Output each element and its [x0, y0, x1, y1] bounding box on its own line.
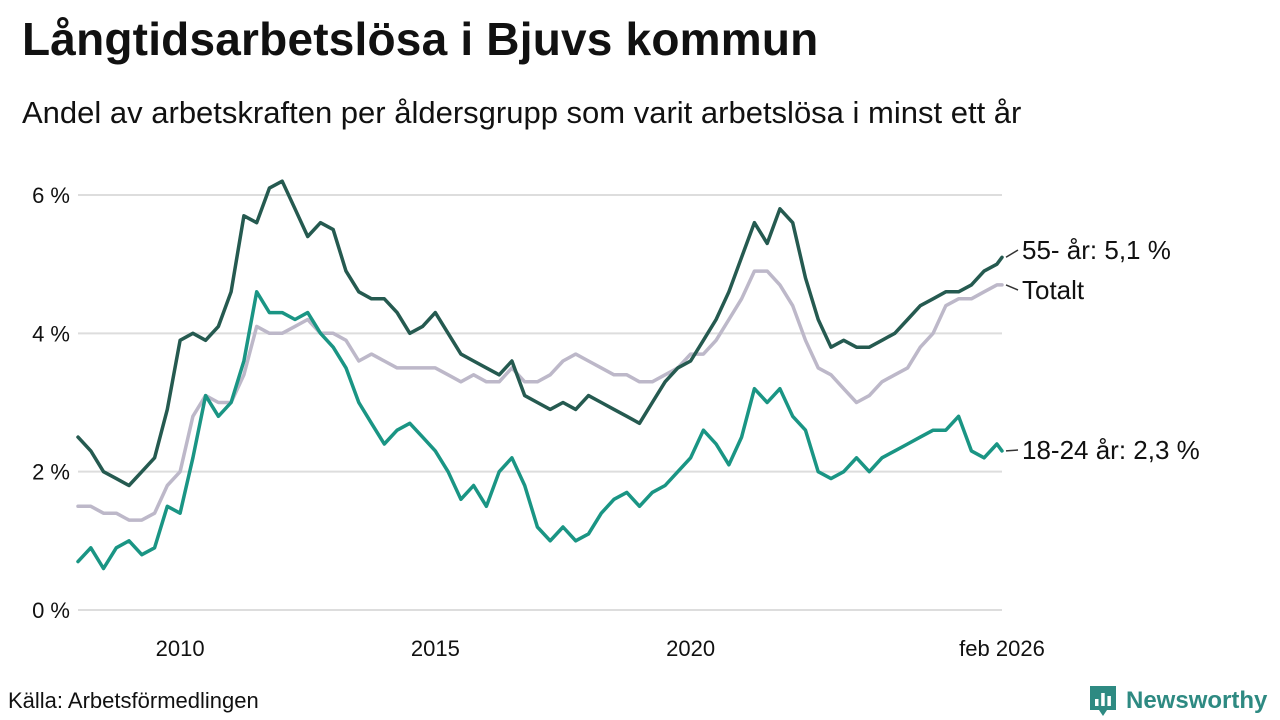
x-tick-label: 2015 [411, 636, 460, 661]
y-tick-label: 0 % [32, 598, 70, 623]
series-line-totalt [76, 269, 1004, 522]
y-tick-label: 2 % [32, 460, 70, 485]
y-tick-label: 4 % [32, 321, 70, 346]
x-tick-label: feb 2026 [959, 636, 1045, 661]
label-leader-line [1005, 249, 1019, 258]
series-line-55 [76, 179, 1004, 488]
x-axis-tick-labels: 2010 2015 2020 feb 2026 [156, 636, 1045, 661]
y-axis-tick-labels: 0 % 2 % 4 % 6 % [32, 183, 70, 623]
chart-subtitle: Andel av arbetskraften per åldersgrupp s… [22, 95, 1022, 130]
series-label-18-24: 18-24 år: 2,3 % [1022, 435, 1200, 465]
label-leader-line [1005, 449, 1019, 452]
series-line-18-24 [76, 290, 1004, 571]
x-tick-label: 2010 [156, 636, 205, 661]
series-label-totalt: Totalt [1022, 275, 1085, 305]
series-lines [76, 179, 1004, 571]
chart-title: Långtidsarbetslösa i Bjuvs kommun [22, 13, 819, 65]
series-end-labels: Totalt 55- år: 5,1 % 18-24 år: 2,3 % [1005, 235, 1200, 465]
gridlines [78, 194, 1002, 611]
brand-name: Newsworthy [1126, 687, 1268, 714]
x-tick-label: 2020 [666, 636, 715, 661]
newsworthy-icon [1090, 686, 1116, 716]
source-note: Källa: Arbetsförmedlingen [8, 688, 259, 713]
series-label-55: 55- år: 5,1 % [1022, 235, 1171, 265]
y-tick-label: 6 % [32, 183, 70, 208]
brand-logo[interactable]: Newsworthy [1088, 684, 1267, 718]
label-leader-line [1005, 284, 1019, 291]
